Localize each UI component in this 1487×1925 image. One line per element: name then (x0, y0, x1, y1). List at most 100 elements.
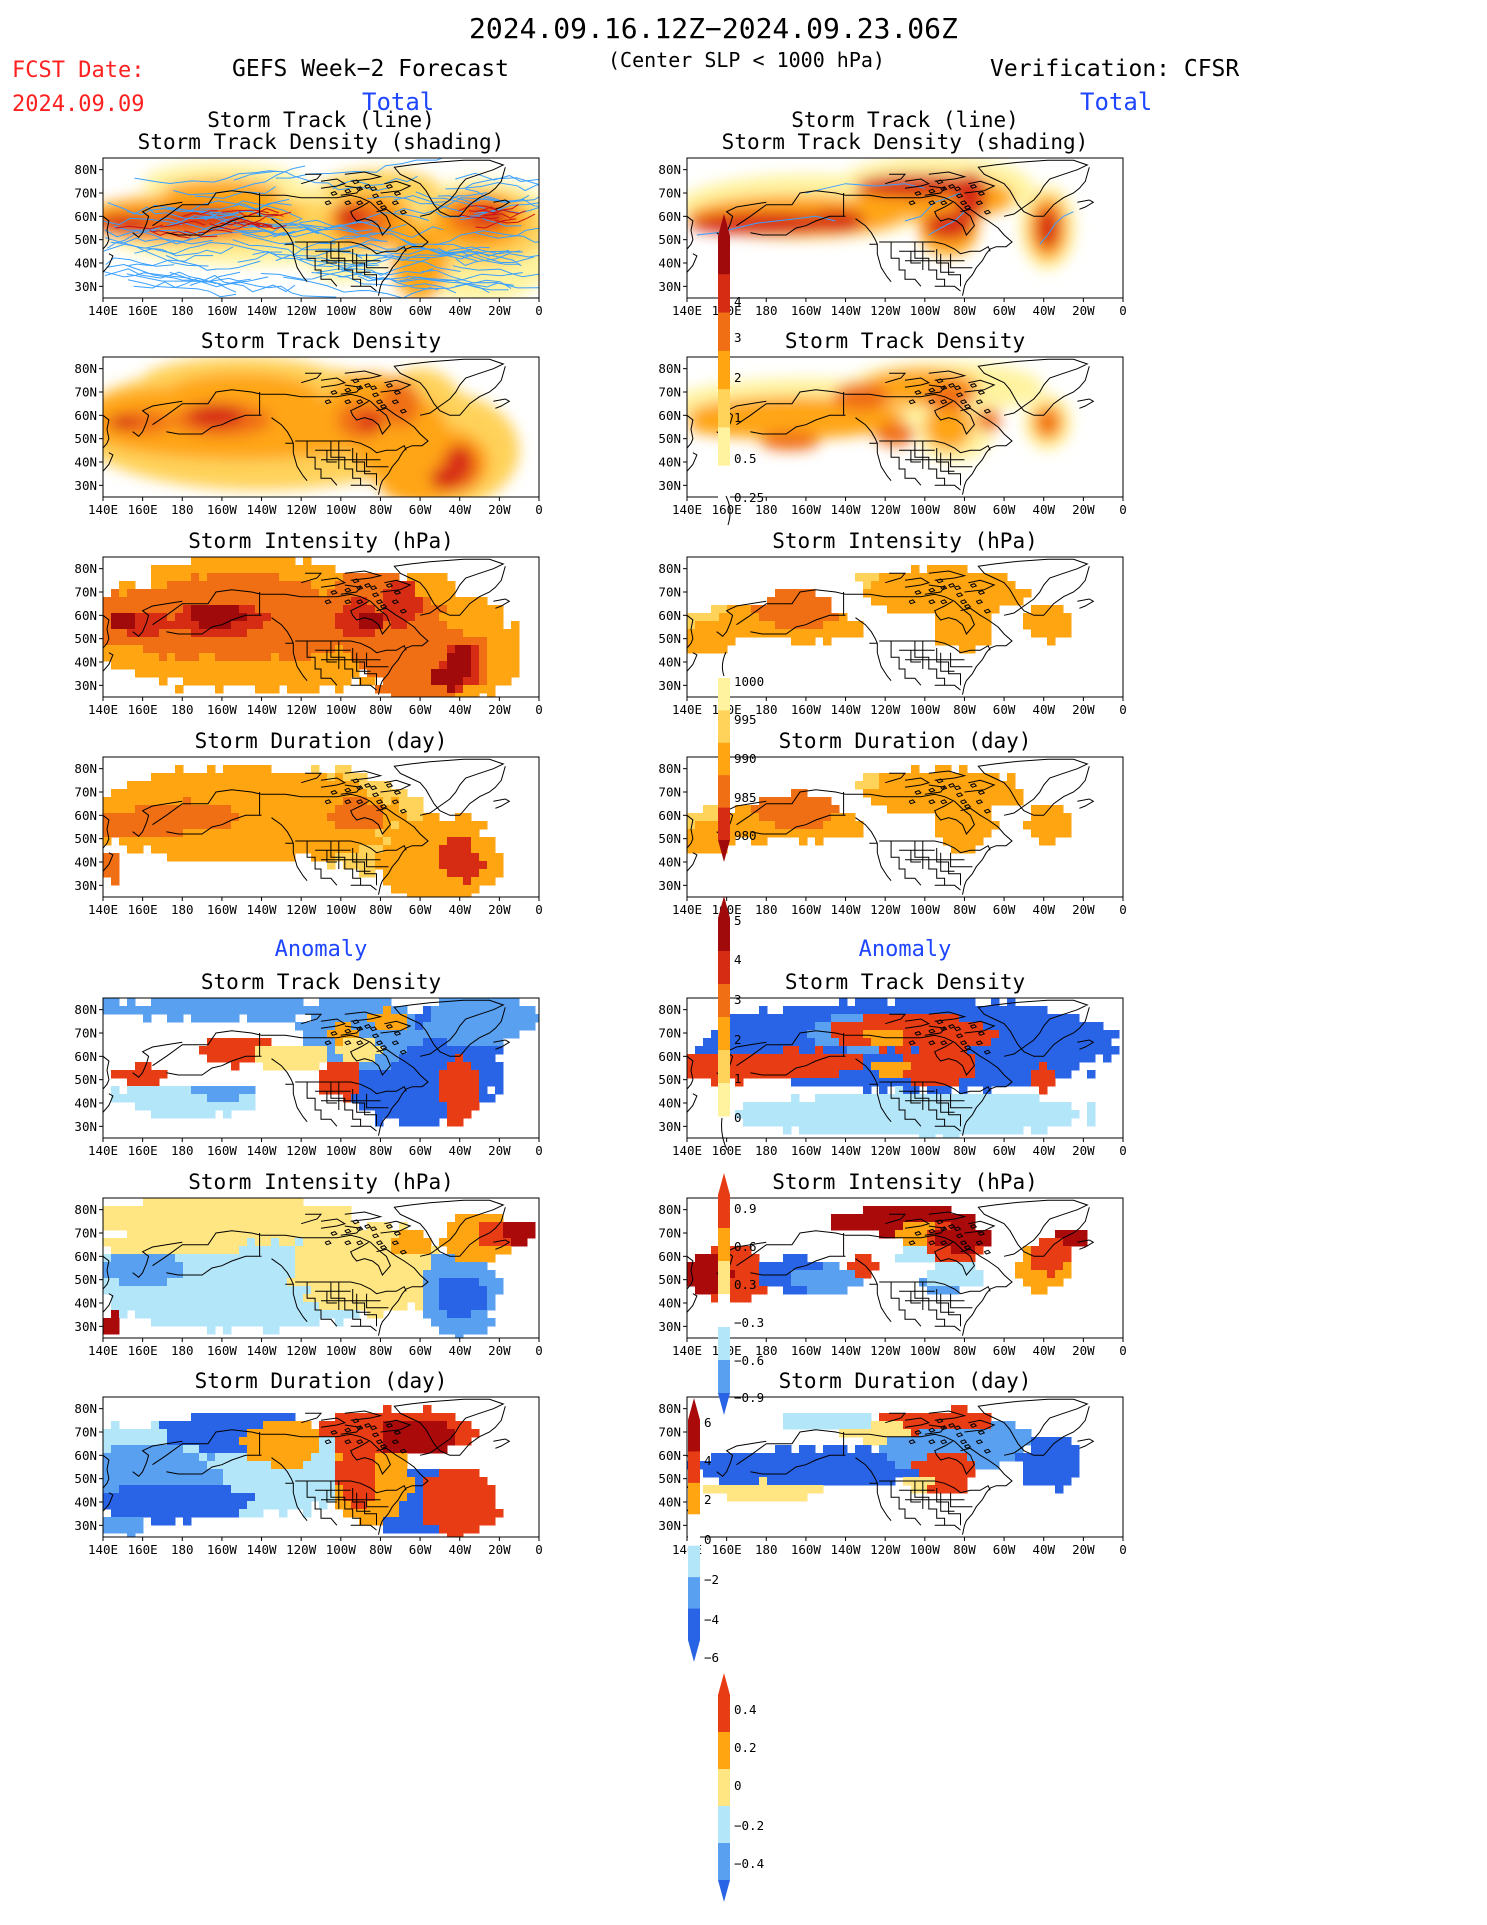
grid-cell (255, 629, 264, 638)
grid-cell (903, 1006, 912, 1015)
grid-cell (247, 1262, 256, 1271)
grid-cell (119, 1278, 128, 1287)
grid-cell (983, 1118, 992, 1127)
lat-tick-label: 60N (658, 1049, 681, 1064)
grid-cell (1007, 1006, 1016, 1015)
grid-cell (359, 805, 368, 814)
grid-cell (327, 677, 336, 686)
grid-cell (799, 1118, 808, 1127)
map-line (295, 440, 407, 454)
grid-cell (847, 813, 856, 822)
grid-cell (167, 1014, 176, 1023)
lon-tick-label: 140W (246, 902, 277, 917)
grid-cell (335, 669, 344, 678)
grid-cell (951, 1094, 960, 1103)
grid-cell (895, 805, 904, 814)
grid-cell (479, 869, 488, 878)
grid-cell (927, 1110, 936, 1119)
grid-cell (183, 797, 192, 806)
grid-cell (391, 837, 400, 846)
grid-cell (375, 629, 384, 638)
grid-cell (319, 1022, 328, 1031)
grid-cell (399, 653, 408, 662)
grid-cell (743, 821, 752, 830)
grid-cell (223, 837, 232, 846)
map-line (879, 440, 991, 454)
grid-cell (391, 621, 400, 630)
grid-cell (271, 1310, 280, 1319)
grid-cell (239, 1006, 248, 1015)
grid-cell (431, 1118, 440, 1127)
grid-cell (799, 1046, 808, 1055)
map-line (908, 399, 916, 405)
grid-cell (367, 1054, 376, 1063)
lat-tick-label: 50N (658, 831, 681, 846)
grid-cell (735, 1062, 744, 1071)
grid-cell (407, 1094, 416, 1103)
grid-cell (391, 573, 400, 582)
grid-cell (287, 781, 296, 790)
grid-cell (447, 637, 456, 646)
grid-cell (935, 1230, 944, 1239)
grid-cell (767, 1102, 776, 1111)
grid-cell (223, 1270, 232, 1279)
map-line (1077, 398, 1095, 409)
panel-title: Storm Intensity (hPa) (188, 1170, 454, 1194)
grid-cell (503, 1006, 512, 1015)
grid-cell (239, 789, 248, 798)
grid-cell (319, 1222, 328, 1231)
lon-tick-label: 80W (953, 502, 976, 517)
density-shade (687, 415, 886, 439)
grid-cell (775, 597, 784, 606)
grid-cell (215, 1318, 224, 1327)
grid-cell (1087, 1070, 1096, 1079)
grid-cell (207, 653, 216, 662)
grid-cell (311, 773, 320, 782)
track-line (275, 254, 379, 267)
grid-cell (143, 1238, 152, 1247)
grid-cell (471, 645, 480, 654)
grid-cell (791, 821, 800, 830)
grid-cell (247, 1246, 256, 1255)
grid-cell (783, 813, 792, 822)
grid-cell (975, 821, 984, 830)
grid-cell (215, 837, 224, 846)
grid-cell (183, 589, 192, 598)
grid-cell (1047, 1038, 1056, 1047)
grid-cell (295, 805, 304, 814)
grid-cell (111, 1262, 120, 1271)
grid-cell (159, 605, 168, 614)
grid-cell (175, 797, 184, 806)
density-shade (1037, 410, 1058, 435)
grid-cell (239, 589, 248, 598)
grid-cell (719, 637, 728, 646)
grid-cell (199, 797, 208, 806)
grid-cell (231, 765, 240, 774)
grid-cell (271, 1238, 280, 1247)
grid-cell (135, 837, 144, 846)
grid-cell (311, 581, 320, 590)
map-line (399, 1249, 408, 1255)
grid-cell (279, 557, 288, 566)
grid-cell (879, 1006, 888, 1015)
grid-cell (199, 1262, 208, 1271)
grid-cell (247, 1214, 256, 1223)
grid-cell (951, 621, 960, 630)
grid-cell (327, 805, 336, 814)
grid-cell (783, 1110, 792, 1119)
grid-cell (375, 813, 384, 822)
lon-tick-label: 20W (1072, 502, 1095, 517)
map-line (1077, 798, 1095, 809)
grid-cell (431, 1078, 440, 1087)
map-line (948, 1024, 956, 1029)
grid-cell (159, 1262, 168, 1271)
grid-cell (287, 669, 296, 678)
axis-labels: 140E160E180160W140W120W100W80W60W40W20W0… (658, 561, 1126, 717)
grid-cell (367, 581, 376, 590)
grid-cell (207, 1014, 216, 1023)
grid-cell (383, 1238, 392, 1247)
grid-cell (207, 1326, 216, 1335)
grid-cell (951, 797, 960, 806)
lon-tick-label: 80W (953, 303, 976, 318)
